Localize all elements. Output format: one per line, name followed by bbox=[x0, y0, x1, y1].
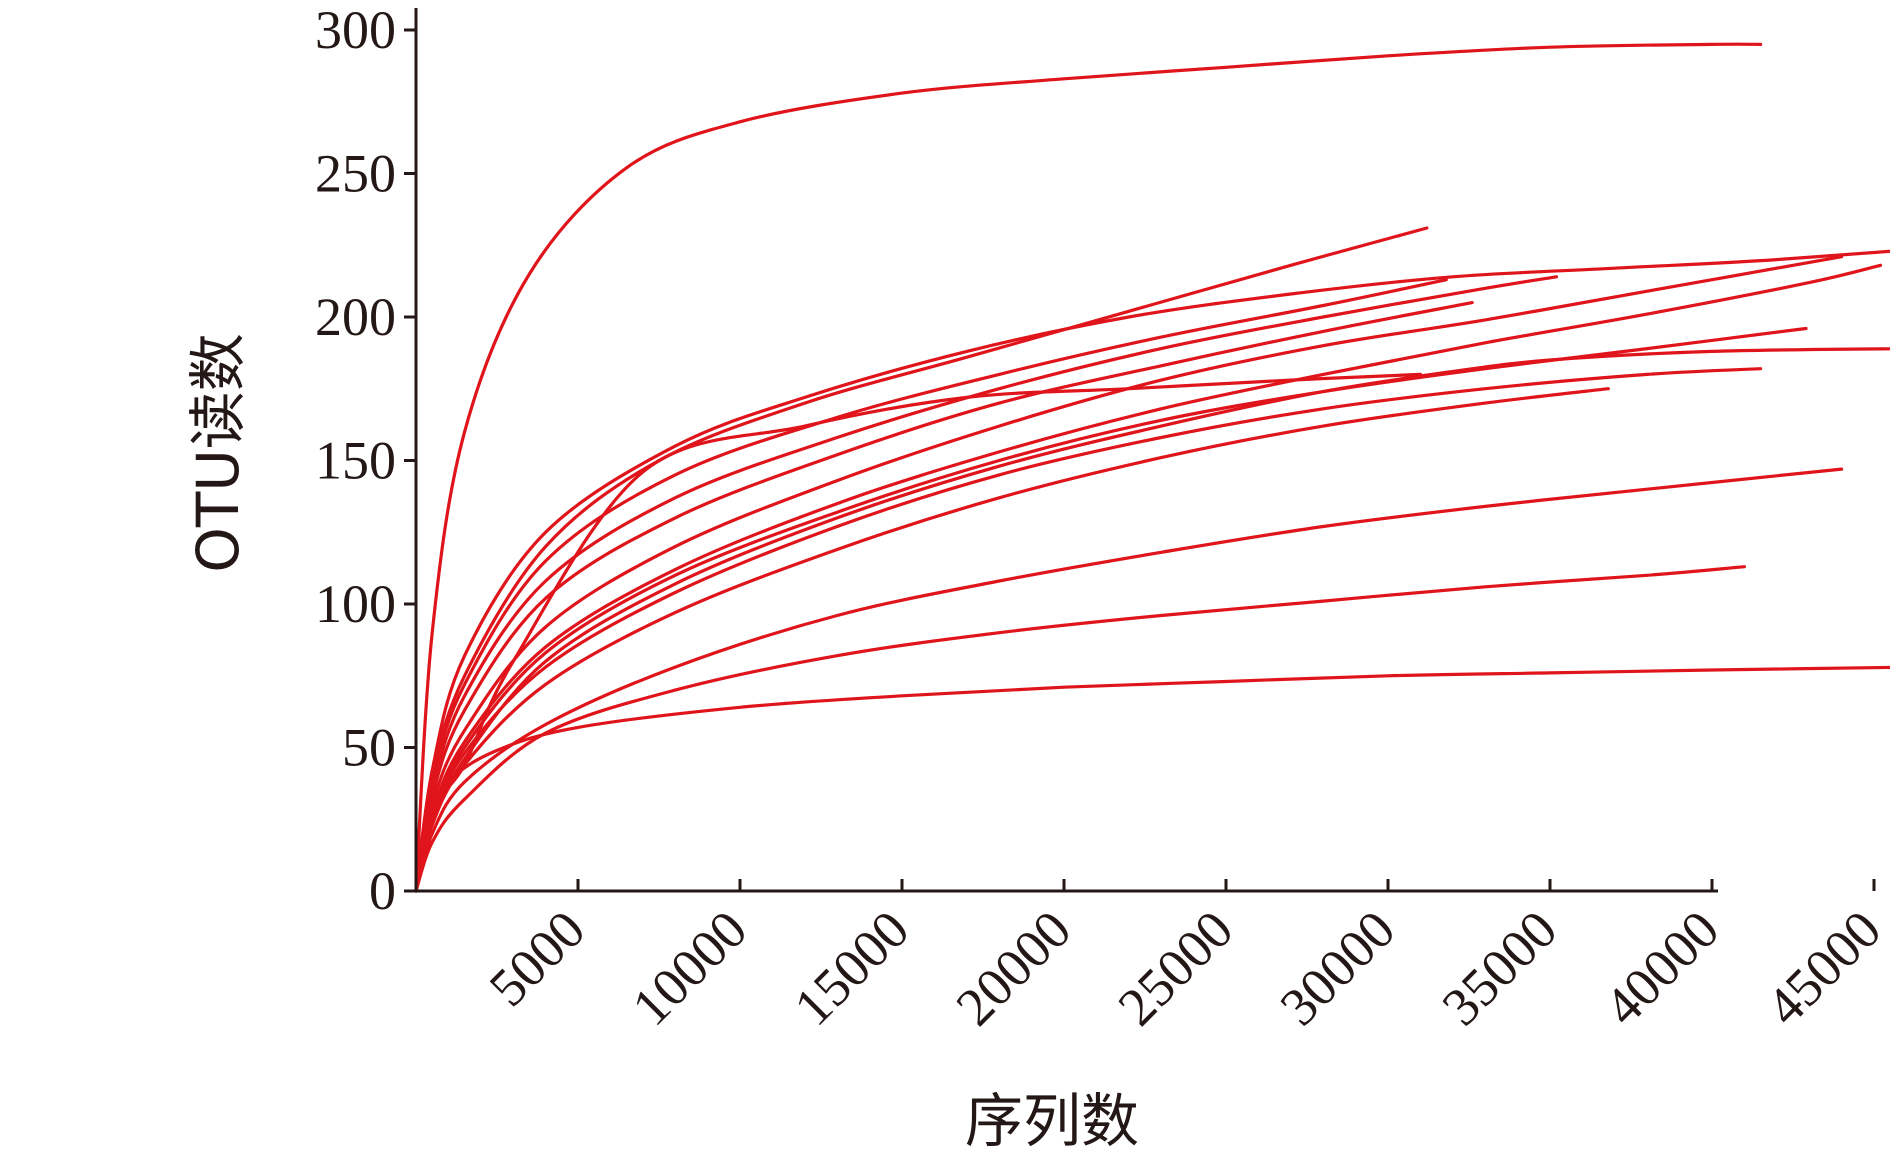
x-tick-label: 45000 bbox=[1755, 899, 1890, 1037]
series-line-8 bbox=[414, 255, 1844, 893]
x-tick-label: 40000 bbox=[1593, 899, 1731, 1037]
series-line-9 bbox=[414, 263, 1883, 893]
series-line-5 bbox=[414, 278, 1448, 893]
series-line-1 bbox=[414, 42, 1763, 893]
series-line-13 bbox=[414, 387, 1610, 893]
series-line-10 bbox=[414, 347, 1890, 893]
y-axis-title: OTU读数 bbox=[184, 333, 252, 573]
y-tick-label: 300 bbox=[315, 0, 396, 60]
series-line-7 bbox=[414, 301, 1474, 893]
series-line-6 bbox=[414, 275, 1559, 893]
x-tick-label: 35000 bbox=[1431, 899, 1569, 1037]
series-line-12 bbox=[414, 367, 1763, 893]
y-tick-label: 150 bbox=[315, 431, 396, 491]
series-line-11 bbox=[414, 326, 1808, 893]
x-tick-label: 10000 bbox=[621, 899, 759, 1037]
x-axis-ticks: 5000 10000 15000 20000 25000 30000 35000 40000 4… bbox=[478, 879, 1890, 1037]
series-line-16 bbox=[414, 665, 1890, 893]
series-lines bbox=[414, 42, 1890, 893]
y-tick-label: 0 bbox=[369, 861, 396, 921]
x-axis-title: 序列数 bbox=[965, 1087, 1139, 1155]
series-line-2 bbox=[414, 226, 1429, 893]
y-axis-ticks: 0 50 100 150 200 250 300 bbox=[315, 0, 416, 921]
x-tick-label: 5000 bbox=[478, 899, 597, 1018]
x-tick-label: 30000 bbox=[1269, 899, 1407, 1037]
y-tick-label: 250 bbox=[315, 144, 396, 204]
series-line-15 bbox=[414, 565, 1746, 893]
y-tick-label: 200 bbox=[315, 287, 396, 347]
series-line-4 bbox=[414, 249, 1890, 893]
series-line-14 bbox=[414, 467, 1844, 893]
y-tick-label: 100 bbox=[315, 574, 396, 634]
x-tick-label: 15000 bbox=[783, 899, 921, 1037]
y-tick-label: 50 bbox=[342, 718, 396, 778]
x-tick-label: 25000 bbox=[1107, 899, 1245, 1037]
x-tick-label: 20000 bbox=[945, 899, 1083, 1037]
